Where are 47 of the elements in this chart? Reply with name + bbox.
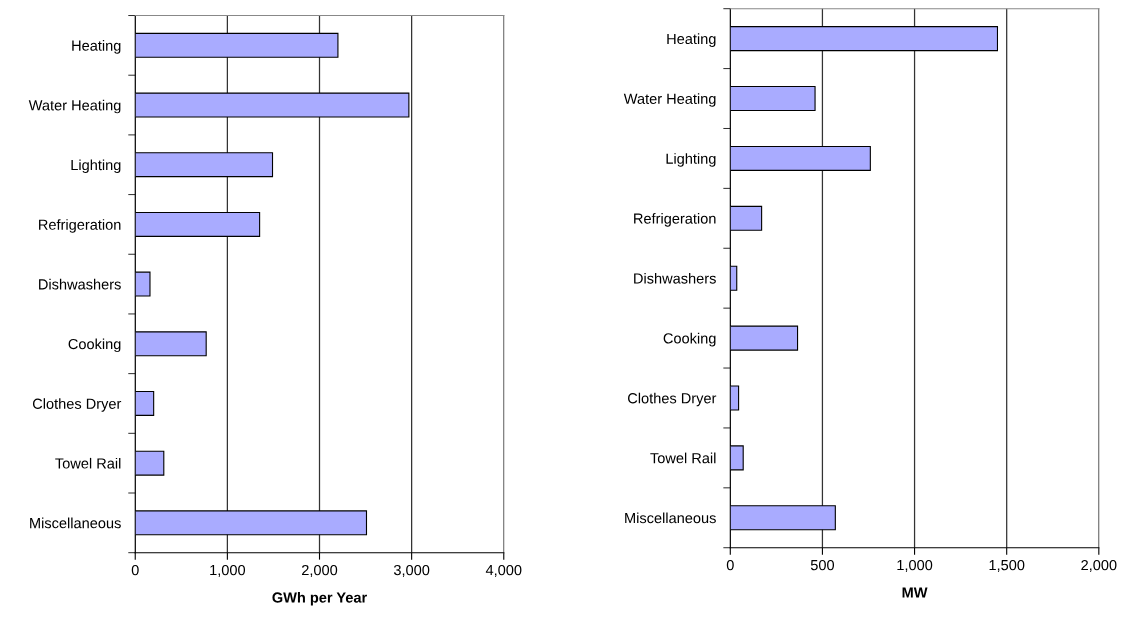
y-tick-label: Clothes Dryer (628, 392, 717, 407)
bar (135, 331, 207, 357)
bar (730, 505, 836, 531)
x-tick-label: 2,000 (1081, 559, 1117, 572)
y-tick-label: Cooking (663, 332, 716, 347)
y-tick-label: Lighting (666, 153, 716, 167)
bar (730, 145, 871, 171)
x-axis-title: GWh per Year (272, 591, 367, 606)
x-tick-label: 0 (726, 559, 734, 571)
y-tick-label: Heating (72, 40, 121, 54)
x-tick-label: 1,500 (989, 559, 1025, 572)
y-tick-label: Dishwashers (39, 278, 121, 290)
y-tick-label: Water Heating (28, 99, 121, 114)
y-tick-label: Miscellaneous (625, 512, 716, 524)
y-tick-label: Miscellaneous (30, 517, 121, 529)
x-tick-label: 1,000 (897, 559, 933, 572)
bar (135, 92, 410, 118)
x-axis-title: MW (902, 587, 928, 598)
bar (135, 390, 155, 416)
y-tick-label: Refrigeration (634, 213, 716, 227)
bar (135, 152, 274, 178)
bar (730, 205, 763, 231)
y-tick-label: Towel Rail (650, 452, 716, 464)
x-tick-label: 500 (810, 559, 835, 571)
x-tick-label: 4,000 (485, 564, 522, 577)
bar (730, 325, 799, 351)
x-tick-label: 1,000 (210, 564, 246, 577)
y-tick-label: Cooking (68, 338, 121, 353)
y-tick-label: Towel Rail (55, 457, 121, 469)
bar (135, 271, 151, 297)
bar (730, 85, 816, 112)
bar (135, 510, 368, 536)
bar (730, 26, 999, 52)
x-tick-label: 2,000 (301, 564, 338, 577)
y-tick-label: Clothes Dryer (32, 398, 122, 412)
x-tick-label: 3,000 (393, 564, 430, 577)
y-tick-label: Refrigeration (39, 219, 121, 233)
y-tick-label: Lighting (71, 159, 121, 174)
bar (730, 445, 744, 471)
x-tick-label: 0 (131, 564, 139, 576)
y-tick-label: Heating (667, 33, 716, 47)
bar (730, 385, 740, 411)
bar (135, 211, 261, 237)
y-tick-label: Dishwashers (634, 272, 716, 284)
bar (135, 32, 339, 58)
bar (135, 450, 165, 476)
y-tick-label: Water Heating (623, 93, 716, 107)
